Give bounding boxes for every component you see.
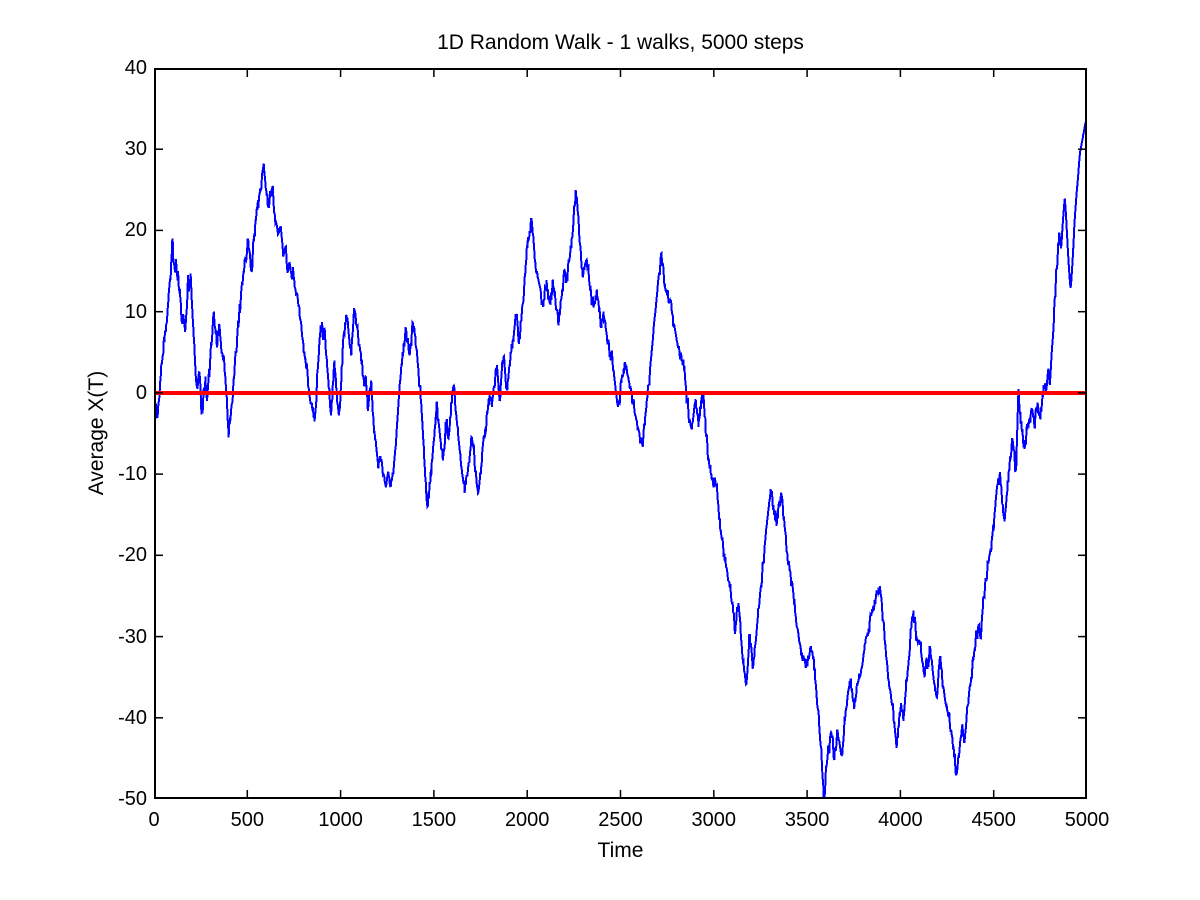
chart-title: 1D Random Walk - 1 walks, 5000 steps [437, 31, 804, 54]
plot-area [154, 68, 1087, 799]
random-walk-line [154, 116, 1087, 799]
y-tick-label: 40 [124, 57, 147, 79]
y-tick-label: 10 [124, 300, 147, 323]
x-tick-label: 0 [148, 809, 160, 831]
x-tick-label: 3000 [691, 809, 737, 831]
x-tick-label: 4500 [971, 809, 1016, 831]
axes-frame [154, 68, 1087, 799]
x-tick-label: 1000 [318, 809, 363, 831]
x-tick-label: 5000 [1064, 809, 1110, 831]
x-tick-label: 3500 [784, 809, 830, 831]
x-tick-label: 2500 [598, 809, 643, 831]
y-tick-label: -50 [118, 788, 147, 810]
x-tick-label: 500 [230, 809, 264, 831]
y-axis-label: Average X(T) [85, 370, 108, 496]
y-tick-label: -30 [118, 625, 147, 648]
y-tick-label: -10 [118, 463, 147, 486]
tick-marks [154, 68, 1087, 799]
x-axis-label: Time [597, 839, 644, 862]
x-tick-label: 4000 [878, 809, 923, 831]
y-tick-label: 30 [124, 138, 147, 161]
y-tick-label: -20 [118, 544, 147, 567]
y-tick-label: -40 [118, 706, 147, 729]
x-tick-label: 2000 [504, 809, 550, 831]
y-tick-label: 0 [135, 381, 147, 404]
x-tick-label: 1500 [411, 809, 457, 831]
y-tick-label: 20 [124, 219, 147, 242]
